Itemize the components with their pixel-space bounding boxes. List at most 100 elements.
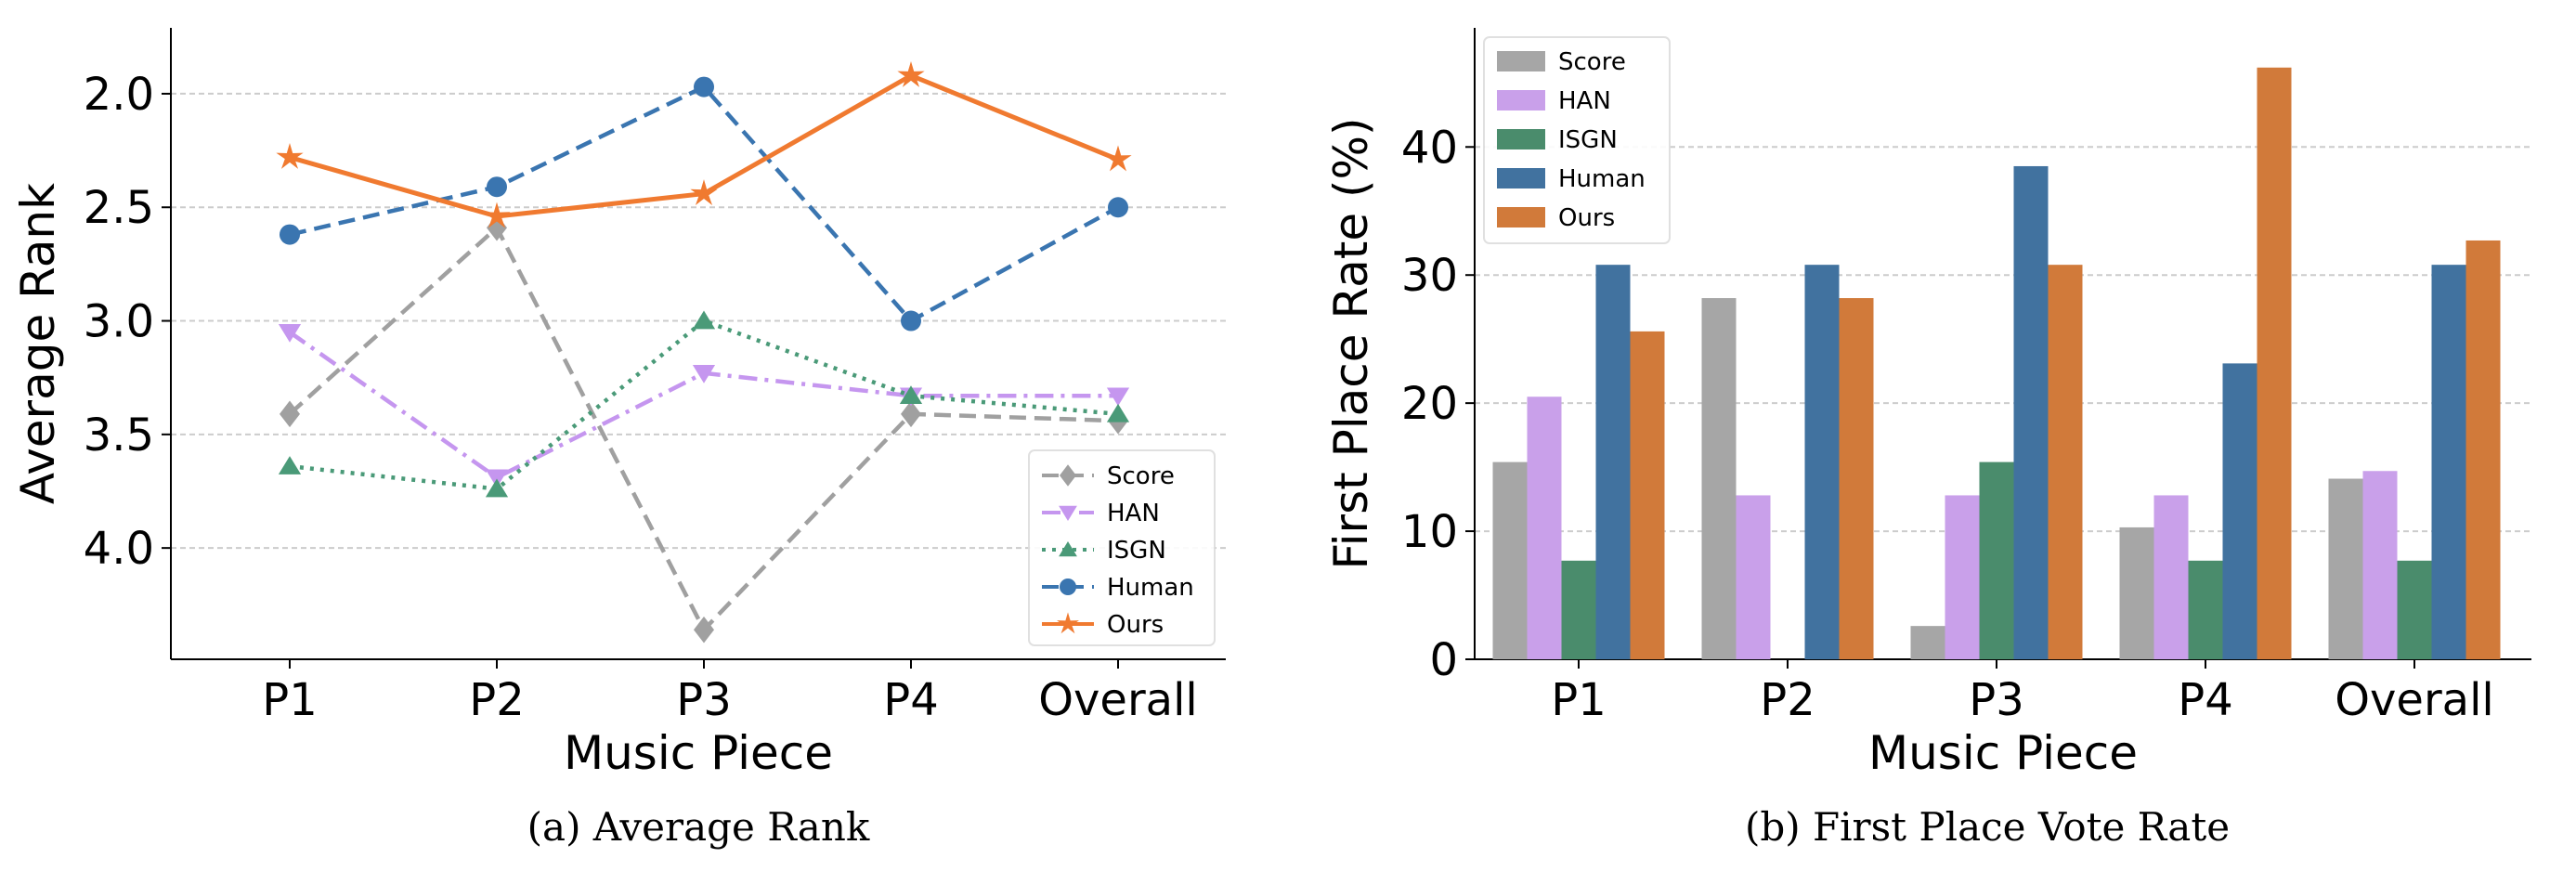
x-tick-label: P4 (883, 674, 938, 726)
star-marker (1057, 612, 1079, 634)
triangle-down-marker (692, 364, 716, 384)
series-line-human (289, 84, 1120, 324)
x-tick-label: P3 (1969, 674, 2023, 726)
y-tick-label: 30 (1401, 250, 1458, 302)
bar-score (2328, 478, 2363, 659)
bar-score (1492, 462, 1528, 659)
legend: Score HAN ISGN Human Ours (1483, 36, 1671, 244)
legend-label: Score (1558, 48, 1626, 76)
caption-a: (a) Average Rank (527, 804, 870, 850)
y-axis-label: Average Rank (11, 183, 65, 504)
triangle-up-marker (1106, 403, 1130, 422)
circle-marker (487, 176, 507, 198)
circle-marker (280, 224, 300, 245)
bar-isgn (2188, 560, 2223, 659)
x-tick-label: P1 (262, 674, 317, 726)
legend-label: ISGN (1558, 126, 1618, 154)
x-tick-label: Overall (2335, 674, 2494, 726)
legend-swatch (1497, 168, 1545, 188)
bar-score (2119, 526, 2154, 659)
circle-marker (901, 310, 921, 332)
y-tick-label: 10 (1401, 506, 1458, 558)
y-tick-label: 3.5 (84, 410, 154, 462)
y-axis-label: First Place Rate (%) (1324, 117, 1378, 569)
legend: Score HAN ISGN Human Ours (1028, 449, 1216, 646)
average-rank-chart: 2.0 2.5 3.0 3.5 4.0 P1 P2 P3 P4 Overall Music Piec… (11, 28, 1226, 780)
triangle-up-marker (1059, 541, 1077, 557)
bar-isgn (2397, 560, 2432, 659)
legend-label: HAN (1558, 87, 1611, 115)
bar-isgn (1979, 462, 2014, 659)
bar-ours (1630, 331, 1665, 659)
diamond-marker (1060, 464, 1076, 487)
bar-score (1910, 626, 1945, 659)
legend-label: Human (1558, 165, 1646, 193)
legend-swatch (1497, 90, 1545, 110)
caption-b: (b) First Place Vote Rate (1745, 804, 2230, 850)
bar-ours (2257, 67, 2292, 660)
y-tick-label: 2.0 (84, 69, 154, 121)
star-marker (897, 60, 925, 87)
legend-swatch (1497, 207, 1545, 228)
series-line-score (288, 224, 1119, 634)
legend-box (1483, 36, 1671, 244)
x-axis-label: Music Piece (1868, 726, 2138, 780)
triangle-up-marker (899, 385, 923, 405)
diamond-marker (280, 400, 300, 428)
y-tick-label: 0 (1429, 634, 1458, 686)
bar-human (2013, 165, 2049, 659)
legend-swatch (1497, 129, 1545, 150)
star-marker (483, 202, 511, 228)
star-marker (690, 179, 718, 206)
x-tick-label: P2 (469, 674, 524, 726)
triangle-up-marker (692, 310, 716, 330)
bar-ours (2465, 240, 2501, 659)
bar-human (2222, 363, 2257, 659)
legend-label: HAN (1107, 500, 1160, 527)
diamond-marker (694, 616, 714, 644)
legend-label: Ours (1558, 204, 1615, 232)
triangle-down-marker (485, 469, 509, 488)
bar-ours (2048, 265, 2083, 659)
legend-label: Ours (1107, 611, 1164, 639)
bar-human (2431, 265, 2466, 659)
star-marker (276, 143, 304, 169)
legend-box (1028, 449, 1216, 646)
y-tick-label: 4.0 (84, 523, 154, 575)
x-axis-label: Music Piece (564, 726, 833, 780)
star-marker (1104, 145, 1132, 172)
y-tick-label: 2.5 (84, 182, 154, 234)
x-tick-label: P3 (676, 674, 731, 726)
legend-label: ISGN (1107, 537, 1166, 565)
bar-ours (1839, 298, 1874, 659)
triangle-up-marker (485, 478, 509, 498)
legend-swatch (1497, 51, 1545, 72)
x-tick-label: Overall (1038, 674, 1198, 726)
bar-human (1804, 265, 1840, 659)
bar-han (1945, 495, 1980, 659)
y-tick-label: 20 (1401, 378, 1458, 430)
triangle-down-marker (1106, 387, 1130, 407)
diamond-marker (901, 400, 921, 428)
triangle-up-marker (278, 456, 302, 474)
y-tick-label: 40 (1401, 122, 1458, 174)
circle-marker (694, 76, 714, 98)
bar-han (1736, 495, 1771, 659)
bar-score (1701, 298, 1737, 659)
x-tick-label: P1 (1551, 674, 1606, 726)
x-tick-label: P4 (2178, 674, 2232, 726)
triangle-down-marker (1059, 505, 1077, 521)
first-place-rate-chart: 0 10 20 30 40 P1 P2 P3 P4 Overall Music Piece First… (1324, 28, 2531, 780)
bar-human (1595, 265, 1631, 659)
bar-han (1527, 396, 1562, 659)
bar-han (2362, 471, 2398, 659)
circle-marker (1060, 578, 1076, 595)
series-line-isgn (289, 318, 1119, 491)
y-tick-label: 3.0 (84, 296, 154, 348)
x-tick-label: P2 (1760, 674, 1815, 726)
legend-label: Human (1107, 574, 1194, 602)
bar-isgn (1561, 560, 1596, 659)
legend-label: Score (1107, 462, 1175, 490)
circle-marker (1108, 197, 1128, 218)
